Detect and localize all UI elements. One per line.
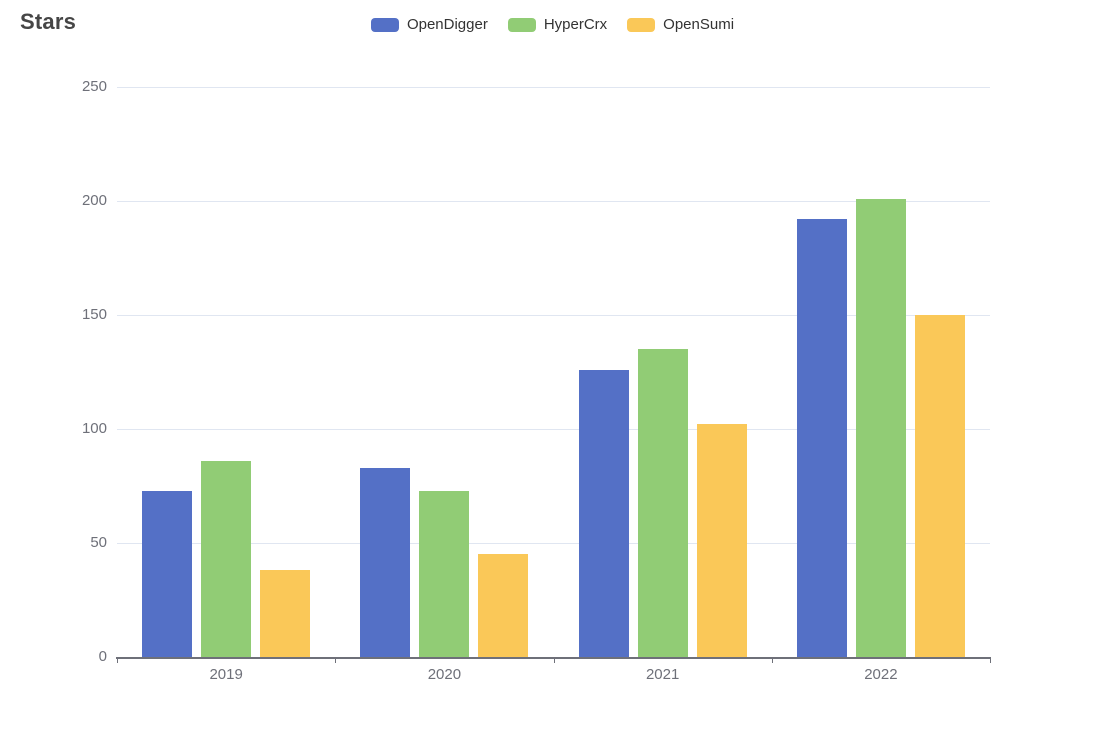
legend-label: OpenDigger [406, 16, 488, 33]
x-axis-label-2020: 2020 [427, 666, 462, 683]
gridline-200 [117, 200, 990, 202]
bar-opensumi-2021[interactable] [696, 424, 747, 657]
bar-opendigger-2022[interactable] [796, 219, 847, 657]
bar-opendigger-2019[interactable] [142, 490, 193, 657]
x-axis-label-2021: 2021 [645, 666, 680, 683]
x-axis-tick [117, 657, 118, 663]
bar-hypercrx-2021[interactable] [637, 349, 688, 657]
bar-hypercrx-2022[interactable] [855, 198, 906, 657]
bar-opendigger-2020[interactable] [360, 467, 411, 657]
legend: OpenDigger HyperCrx OpenSumi [0, 16, 1105, 33]
legend-item-hypercrx[interactable]: HyperCrx [504, 16, 611, 33]
legend-label: OpenSumi [663, 16, 735, 33]
y-axis-tick-label: 200 [81, 192, 107, 209]
y-axis-tick-label: 100 [81, 420, 107, 437]
legend-marker-opendigger [370, 17, 399, 32]
gridline-100 [117, 428, 990, 430]
x-axis-tick [771, 657, 773, 663]
y-axis-tick-label: 0 [98, 648, 107, 665]
x-axis-tick [335, 657, 337, 663]
bar-hypercrx-2019[interactable] [201, 460, 252, 657]
chart-title: Stars [20, 9, 77, 34]
legend-item-opendigger[interactable]: OpenDigger [367, 16, 492, 33]
bar-opendigger-2021[interactable] [578, 369, 629, 657]
gridline-250 [117, 86, 990, 88]
gridline-50 [117, 542, 990, 544]
x-axis-tick [990, 657, 991, 663]
legend-marker-hypercrx [507, 17, 536, 32]
bar-hypercrx-2020[interactable] [419, 490, 470, 657]
x-axis-label-2022: 2022 [864, 666, 898, 683]
legend-marker-opensumi [627, 17, 656, 32]
gridline-150 [117, 314, 990, 316]
y-axis-tick-label: 50 [90, 534, 107, 551]
bar-opensumi-2022[interactable] [914, 315, 965, 657]
x-axis-label-2019: 2019 [209, 666, 243, 683]
y-axis-tick-label: 250 [81, 78, 107, 95]
legend-item-opensumi[interactable]: OpenSumi [623, 16, 738, 33]
legend-label: HyperCrx [543, 16, 608, 33]
y-axis-tick-label: 150 [81, 306, 107, 323]
bar-opensumi-2019[interactable] [260, 570, 311, 657]
x-axis-tick [553, 657, 555, 663]
bar-opensumi-2020[interactable] [478, 554, 529, 657]
